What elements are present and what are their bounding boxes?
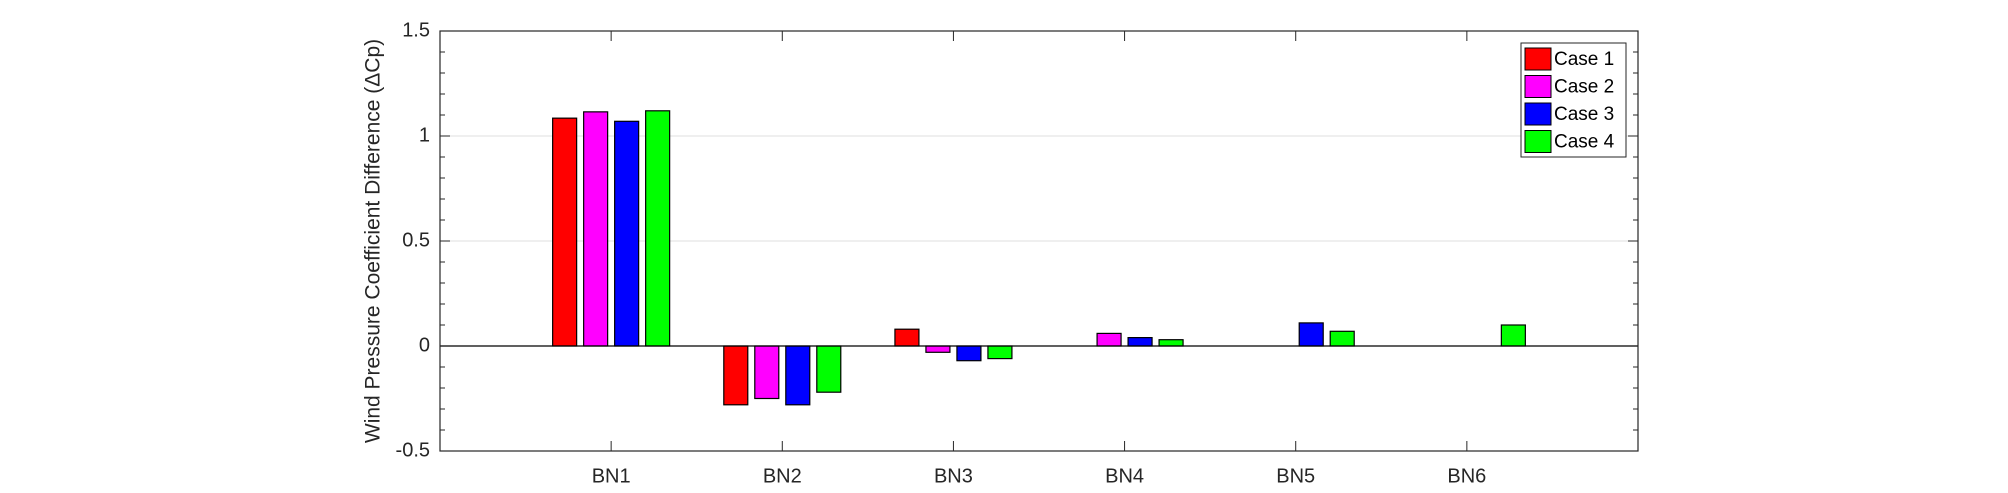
bar [583, 111, 609, 347]
bar [925, 345, 951, 353]
x-tick-label: BN1 [592, 465, 631, 487]
legend-label: Case 1 [1554, 49, 1614, 70]
bar [1127, 337, 1153, 347]
bar [1158, 339, 1184, 347]
legend-swatch [1524, 130, 1552, 153]
y-tick-label: 0.5 [402, 229, 430, 251]
y-tick-label: 1 [419, 124, 430, 146]
bar [1096, 332, 1122, 347]
legend-label: Case 3 [1554, 104, 1614, 125]
axes-frame [439, 30, 1639, 452]
bar [987, 345, 1013, 360]
legend-label: Case 4 [1554, 132, 1615, 153]
x-tick-label: BN6 [1447, 465, 1486, 487]
bar [816, 345, 842, 393]
bar [645, 110, 671, 347]
x-tick-label: BN3 [934, 465, 973, 487]
bar [956, 345, 982, 362]
x-tick-label: BN2 [763, 465, 802, 487]
y-tick-label: 1.5 [402, 19, 430, 41]
bar [552, 117, 578, 347]
bar [614, 120, 640, 347]
x-tick-label: BN5 [1276, 465, 1315, 487]
legend-swatch [1524, 102, 1552, 126]
legend-label: Case 2 [1554, 77, 1614, 98]
bar [1298, 322, 1324, 347]
legend-swatch [1524, 47, 1552, 71]
bar [1329, 330, 1355, 347]
bar [754, 345, 780, 400]
bar [723, 345, 749, 406]
y-tick-label: 0 [419, 334, 430, 356]
x-tick-label: BN4 [1105, 465, 1144, 487]
legend-swatch [1524, 75, 1552, 98]
bar [785, 345, 811, 406]
y-axis-label: Wind Pressure Coefficient Difference (ΔC… [362, 39, 385, 443]
bar [894, 328, 920, 347]
y-tick-label: -0.5 [396, 439, 430, 461]
bar [1500, 324, 1526, 347]
